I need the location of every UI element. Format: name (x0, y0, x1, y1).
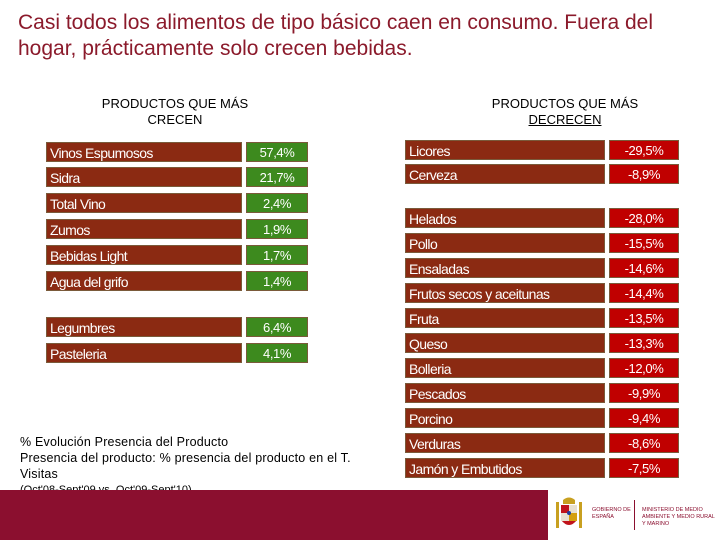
drop-row-value: -28,0% (609, 208, 679, 228)
drop-row-label: Cerveza (405, 164, 605, 184)
logo-divider (634, 500, 635, 530)
grow-row-value: 4,1% (246, 343, 308, 363)
ministry-logo: GOBIERNO DE ESPAÑA MINISTERIO DE MEDIO A… (548, 490, 720, 540)
footnote-line1: % Evolución Presencia del Producto (20, 435, 229, 449)
coat-of-arms-icon (556, 497, 582, 528)
grow-heading: PRODUCTOS QUE MÁS CRECEN (60, 96, 290, 128)
drop-row-label: Pescados (405, 383, 605, 403)
drop-row-value: -14,4% (609, 283, 679, 303)
drop-heading: PRODUCTOS QUE MÁS DECRECEN (450, 96, 680, 128)
drop-row-value: -12,0% (609, 358, 679, 378)
grow-row-label: Pasteleria (46, 343, 242, 363)
drop-heading-line1: PRODUCTOS QUE MÁS (491, 96, 639, 111)
drop-row-label: Fruta (405, 308, 605, 328)
drop-row-value: -13,5% (609, 308, 679, 328)
drop-row-label: Verduras (405, 433, 605, 453)
grow-row-value: 1,9% (246, 219, 308, 239)
drop-row-value: -13,3% (609, 333, 679, 353)
grow-row-label: Total Vino (46, 193, 242, 213)
footnote-line2: Presencia del producto: % presencia del … (20, 451, 351, 481)
grow-row-value: 1,7% (246, 245, 308, 265)
grow-heading-line1: PRODUCTOS QUE MÁS (101, 96, 249, 111)
grow-row-label: Agua del grifo (46, 271, 242, 291)
drop-row-label: Bolleria (405, 358, 605, 378)
drop-row-label: Queso (405, 333, 605, 353)
drop-row-label: Helados (405, 208, 605, 228)
drop-row-value: -9,9% (609, 383, 679, 403)
drop-row-label: Jamón y Embutidos (405, 458, 605, 478)
grow-heading-line2: CRECEN (147, 112, 203, 127)
drop-row-value: -9,4% (609, 408, 679, 428)
drop-row-value: -8,6% (609, 433, 679, 453)
grow-row-value: 2,4% (246, 193, 308, 213)
grow-row-label: Sidra (46, 167, 242, 187)
drop-row-label: Licores (405, 140, 605, 160)
drop-heading-line2: DECRECEN (528, 112, 602, 127)
drop-row-label: Frutos secos y aceitunas (405, 283, 605, 303)
grow-row-label: Zumos (46, 219, 242, 239)
drop-row-label: Porcino (405, 408, 605, 428)
drop-row-value: -7,5% (609, 458, 679, 478)
grow-row-label: Legumbres (46, 317, 242, 337)
government-text: GOBIERNO DE ESPAÑA (592, 507, 631, 520)
ministry-text: MINISTERIO DE MEDIO AMBIENTE Y MEDIO RUR… (642, 507, 715, 527)
drop-row-label: Pollo (405, 233, 605, 253)
grow-row-value: 57,4% (246, 142, 308, 162)
drop-row-value: -14,6% (609, 258, 679, 278)
drop-row-value: -8,9% (609, 164, 679, 184)
grow-row-value: 1,4% (246, 271, 308, 291)
grow-row-label: Vinos Espumosos (46, 142, 242, 162)
grow-row-value: 6,4% (246, 317, 308, 337)
footnote: % Evolución Presencia del Producto Prese… (20, 434, 380, 482)
page-title: Casi todos los alimentos de tipo básico … (18, 11, 654, 60)
drop-row-label: Ensaladas (405, 258, 605, 278)
grow-row-value: 21,7% (246, 167, 308, 187)
drop-row-value: -15,5% (609, 233, 679, 253)
grow-row-label: Bebidas Light (46, 245, 242, 265)
drop-row-value: -29,5% (609, 140, 679, 160)
